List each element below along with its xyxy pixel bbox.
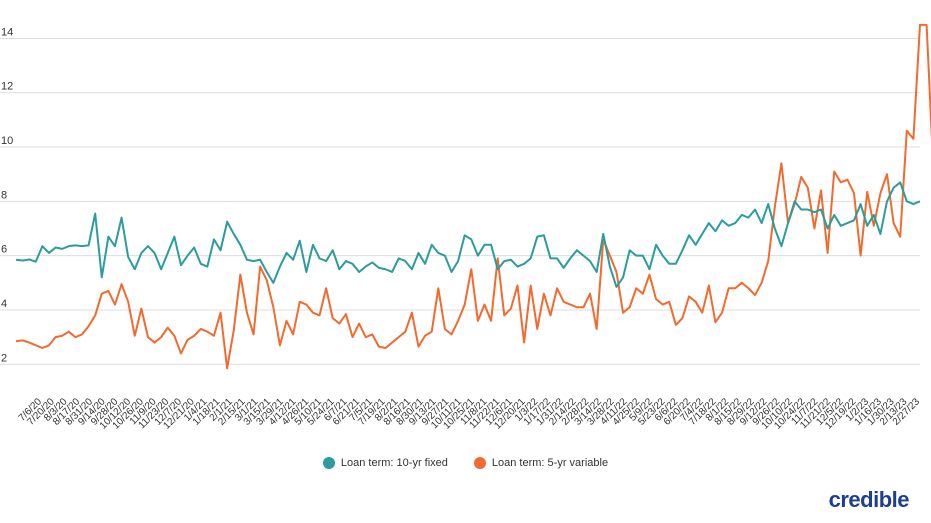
legend-marker-variable: [473, 457, 486, 469]
y-tick-label: 14: [1, 26, 13, 38]
x-axis-tick-labels: 7/6/207/20/208/3/208/17/208/31/209/14/20…: [17, 396, 923, 432]
legend-item-fixed[interactable]: Loan term: 10-yr fixed: [322, 457, 448, 469]
legend-label-fixed: Loan term: 10-yr fixed: [340, 457, 448, 469]
brand-logo: credible: [828, 487, 910, 512]
series-line-10yr-fixed: [15, 181, 921, 288]
y-axis-tick-labels: 2 4 6 8 10 12 14: [1, 26, 13, 364]
y-tick-label: 6: [1, 244, 7, 256]
legend-item-variable[interactable]: Loan term: 5-yr variable: [473, 457, 609, 469]
legend-marker-fixed: [322, 457, 335, 469]
series-lines: [15, 23, 931, 370]
y-tick-label: 12: [1, 81, 13, 93]
y-tick-label: 4: [1, 298, 7, 310]
y-tick-label: 10: [1, 135, 13, 147]
y-tick-label: 2: [1, 352, 7, 364]
series-line-5yr-variable: [15, 23, 931, 370]
legend-label-variable: Loan term: 5-yr variable: [491, 457, 609, 469]
legend: Loan term: 10-yr fixed Loan term: 5-yr v…: [0, 457, 931, 469]
y-tick-label: 8: [1, 189, 7, 201]
